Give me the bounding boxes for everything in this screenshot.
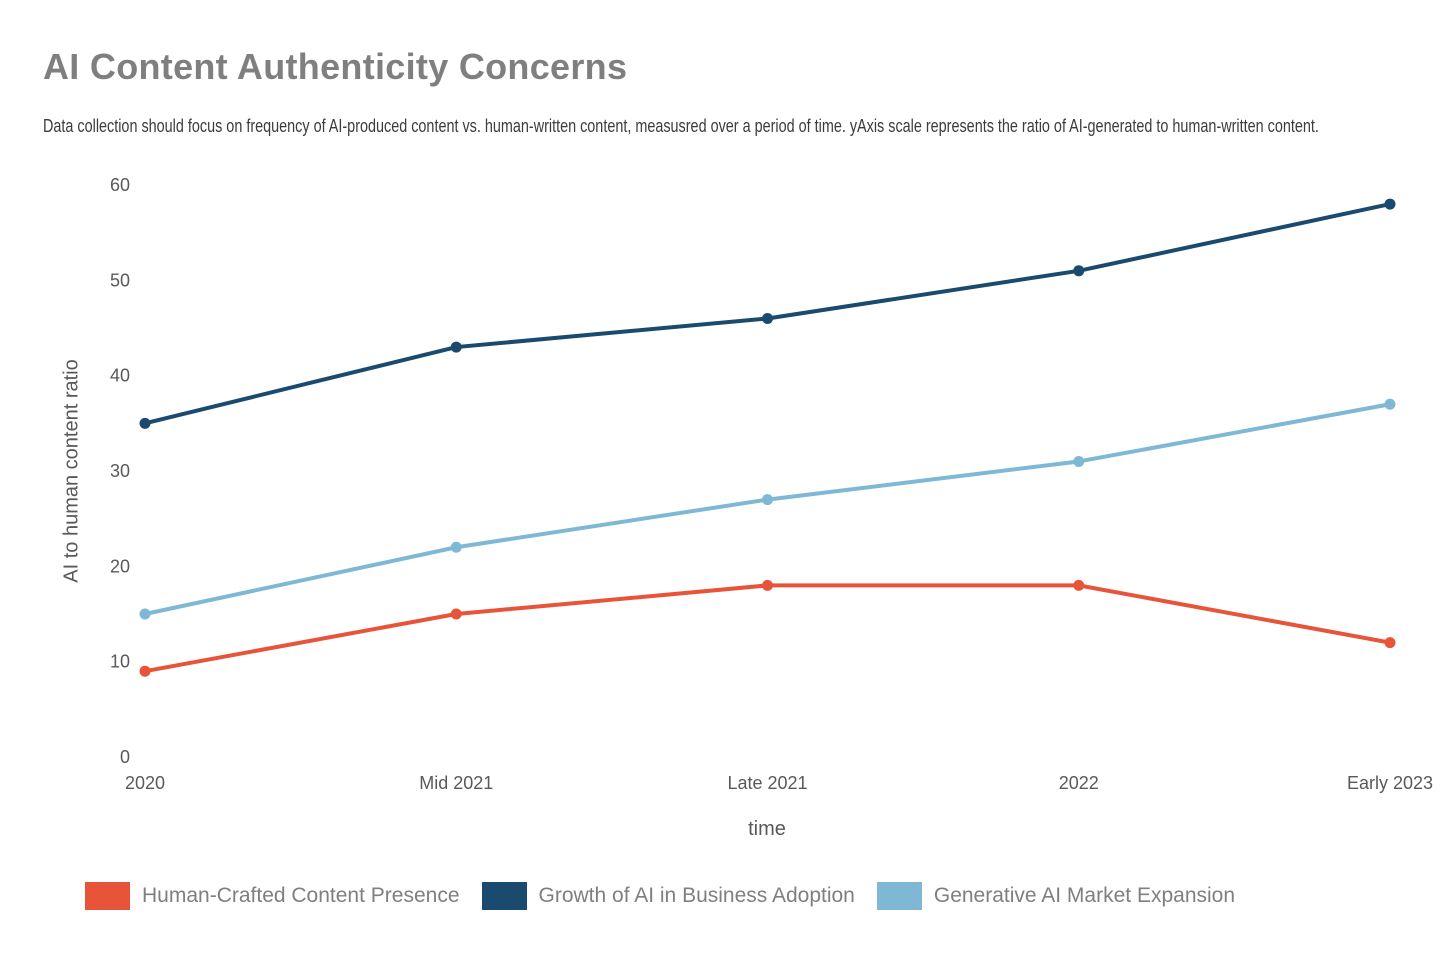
data-point (762, 312, 773, 324)
series-line (143, 583, 1392, 674)
legend-label: Generative AI Market Expansion (933, 884, 1236, 907)
data-point (450, 608, 462, 620)
y-tick-label: 30 (110, 461, 130, 481)
data-point (1073, 455, 1085, 467)
data-point (450, 541, 462, 553)
y-tick-label: 20 (110, 556, 130, 576)
legend: Human-Crafted Content Presence Growth of… (85, 882, 1235, 910)
data-point (1384, 198, 1396, 210)
y-axis-label: AI to human content ratio (60, 359, 83, 583)
data-point (139, 608, 151, 620)
x-tick-label: 2022 (1059, 773, 1099, 793)
y-tick-label: 60 (110, 175, 130, 195)
legend-swatch-orange (85, 882, 130, 910)
y-tick-label: 40 (110, 366, 130, 386)
y-tick-label: 0 (120, 747, 130, 767)
x-tick-label: Late 2021 (727, 773, 807, 793)
y-tick-label: 50 (110, 270, 130, 290)
legend-item-generative-ai-market: Generative AI Market Expansion (876, 882, 1236, 910)
x-tick-label: 2020 (125, 773, 165, 793)
data-point (1073, 265, 1085, 277)
legend-item-ai-business-adoption: Growth of AI in Business Adoption (481, 882, 855, 910)
y-tick-label: 10 (110, 652, 130, 672)
data-point (139, 665, 151, 677)
series-line (143, 202, 1392, 426)
data-point (1384, 398, 1396, 410)
data-point (450, 341, 462, 353)
x-axis-label: time (748, 818, 786, 840)
legend-label: Human-Crafted Content Presence (142, 884, 460, 907)
legend-item-human-crafted-content: Human-Crafted Content Presence (85, 882, 460, 910)
chart-subtitle: Data collection should focus on frequenc… (43, 116, 1319, 136)
data-point (1384, 637, 1396, 649)
x-tick-label: Early 2023 (1347, 773, 1433, 793)
data-point (762, 579, 773, 591)
legend-swatch-lightblue (876, 882, 922, 910)
data-point (139, 417, 151, 429)
x-tick-label: Mid 2021 (419, 773, 493, 793)
legend-swatch-navy (481, 882, 527, 910)
data-point (1073, 579, 1085, 591)
data-point (762, 494, 773, 506)
series-line (143, 402, 1392, 616)
legend-label: Growth of AI in Business Adoption (538, 884, 855, 907)
chart-title: AI Content Authenticity Concerns (43, 46, 628, 87)
